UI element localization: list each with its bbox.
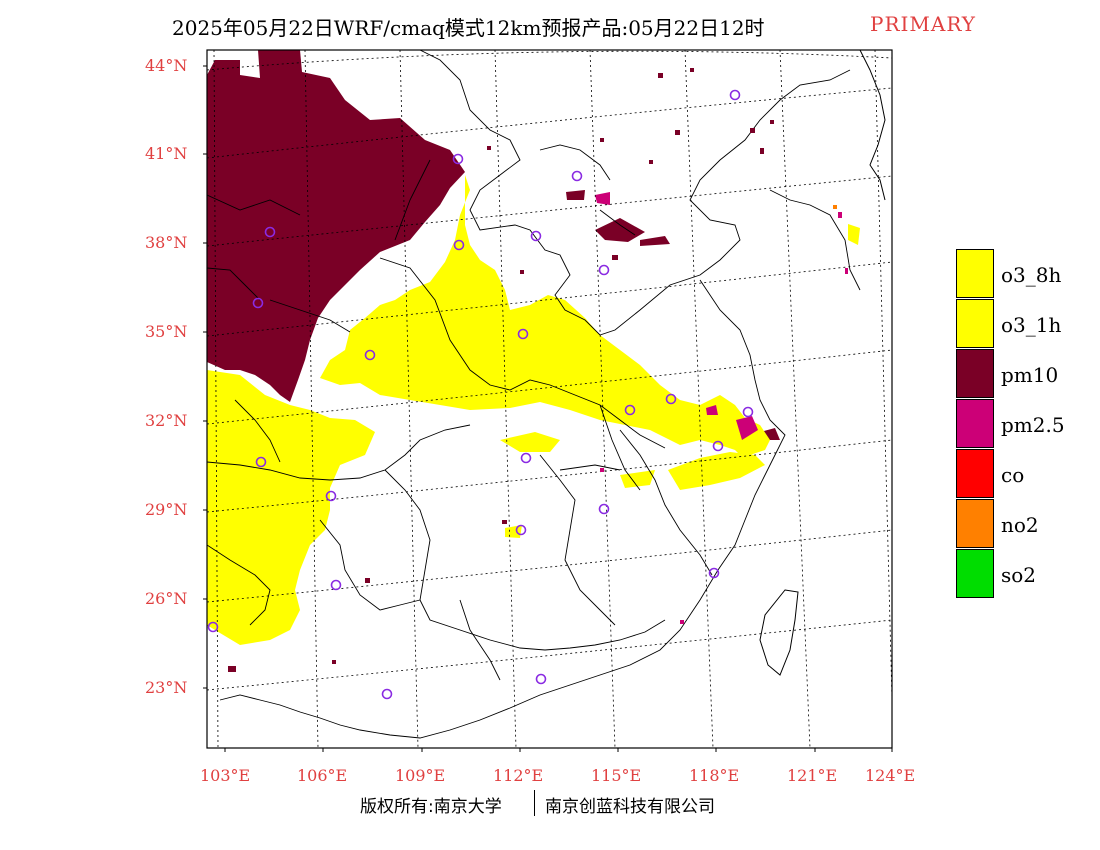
footer-divider [534, 790, 535, 816]
legend-swatch [956, 399, 994, 448]
pm10-patch [640, 236, 670, 246]
lat-label: 44°N [145, 56, 188, 75]
station-marker [517, 328, 529, 340]
station-marker [535, 673, 547, 685]
pm10-area-north [207, 50, 465, 402]
station-marker [325, 490, 337, 502]
legend-swatch [956, 499, 994, 548]
pm25-patch [595, 192, 610, 205]
station-marker [520, 452, 532, 464]
lon-label: 109°E [395, 766, 446, 785]
station-marker [252, 297, 264, 309]
legend-label: no2 [1001, 513, 1039, 537]
legend-swatch [956, 349, 994, 398]
station-marker [708, 567, 720, 579]
taiwan-outline [759, 589, 799, 676]
station-marker [598, 503, 610, 515]
lon-label: 106°E [297, 766, 348, 785]
title-tag: PRIMARY [870, 12, 976, 36]
station-marker [598, 264, 610, 276]
lon-label: 112°E [493, 766, 544, 785]
legend-label: o3_1h [1001, 313, 1062, 337]
lon-label: 103°E [200, 766, 251, 785]
lat-label: 41°N [145, 144, 188, 163]
station-marker [530, 230, 542, 242]
station-marker [207, 621, 219, 633]
lat-label: 32°N [145, 411, 188, 430]
lon-label: 121°E [787, 766, 838, 785]
lon-label: 118°E [689, 766, 740, 785]
lat-label: 26°N [145, 589, 188, 608]
station-marker [624, 404, 636, 416]
station-marker [515, 524, 527, 536]
station-marker [729, 89, 741, 101]
legend-swatch [956, 299, 994, 348]
copyright-owner: 版权所有:南京大学 [360, 797, 502, 817]
lon-label: 115°E [591, 766, 642, 785]
lat-label: 38°N [145, 233, 188, 252]
legend-label: co [1001, 463, 1025, 487]
legend-label: pm2.5 [1001, 413, 1065, 437]
station-marker [571, 170, 583, 182]
station-marker [364, 349, 376, 361]
title-text: 2025年05月22日WRF/cmaq模式12km预报产品:05月22日12时 [172, 16, 765, 40]
station-marker [330, 579, 342, 591]
station-markers [207, 89, 754, 700]
pm10-patch [566, 190, 585, 200]
station-marker [381, 688, 393, 700]
legend-label: pm10 [1001, 363, 1059, 387]
station-marker [742, 406, 754, 418]
pm25-patch [736, 416, 758, 440]
pm25-patch [706, 405, 718, 415]
lat-label: 35°N [145, 322, 188, 341]
station-marker [453, 239, 465, 251]
o3-area-central [320, 175, 770, 460]
map-title: 2025年05月22日WRF/cmaq模式12km预报产品:05月22日12时 … [0, 10, 1100, 40]
o3-patch [500, 432, 560, 452]
copyright-company: 南京创蓝科技有限公司 [545, 797, 715, 817]
o3-patch [848, 224, 860, 245]
station-marker [264, 226, 276, 238]
lat-label: 23°N [145, 678, 188, 697]
korea-outline [859, 50, 886, 201]
lon-label: 124°E [865, 766, 916, 785]
legend-label: so2 [1001, 563, 1037, 587]
plot-frame [206, 49, 893, 749]
legend-swatch [956, 549, 994, 598]
station-marker [665, 393, 677, 405]
legend-swatch [956, 249, 994, 298]
station-marker [452, 153, 464, 165]
legend-label: o3_8h [1001, 263, 1062, 287]
station-marker [255, 456, 267, 468]
o3-area-southwest [207, 370, 375, 645]
pm10-patch [595, 218, 645, 242]
lat-label: 29°N [145, 500, 188, 519]
station-marker [712, 440, 724, 452]
copyright-footer: 版权所有:南京大学 南京创蓝科技有限公司 [0, 790, 1100, 820]
o3-area-lower-east [668, 452, 765, 490]
o3-patch [620, 470, 655, 488]
legend-swatch [956, 449, 994, 498]
o3-patch [505, 525, 522, 538]
